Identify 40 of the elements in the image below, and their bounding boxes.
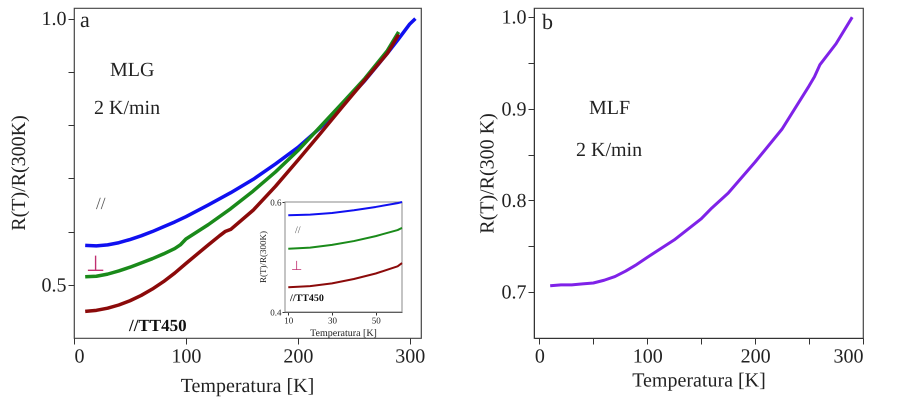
x-tick-label: 50 bbox=[372, 316, 382, 326]
series-label: ⊥ bbox=[86, 251, 105, 276]
x-tick-label: 200 bbox=[740, 346, 771, 368]
y-tick-label: 0.4 bbox=[270, 308, 282, 318]
line-series bbox=[287, 201, 403, 216]
y-axis-title: R(T)/R(300K) bbox=[258, 231, 268, 283]
annotation: 2 K/min bbox=[94, 97, 160, 119]
series-label: ⊥ bbox=[291, 258, 302, 273]
x-tick-label: 0 bbox=[534, 346, 545, 368]
y-tick-label: 0.6 bbox=[270, 198, 282, 208]
annotation: a bbox=[80, 7, 90, 32]
x-tick-label: 30 bbox=[328, 316, 338, 326]
y-tick-label: 1.0 bbox=[42, 8, 66, 30]
y-tick-label: 0.8 bbox=[502, 190, 526, 212]
series-label: //TT450 bbox=[289, 293, 324, 304]
x-tick-label: 0 bbox=[74, 346, 84, 368]
line-series bbox=[287, 226, 403, 250]
x-axis-title: Temperatura [K] bbox=[310, 328, 377, 339]
y-tick-label: 0.7 bbox=[502, 282, 526, 304]
y-axis-title: R(T)/R(300 K) bbox=[476, 113, 498, 234]
x-axis-title: Temperatura [K] bbox=[180, 375, 314, 397]
y-tick-label: 0.5 bbox=[42, 274, 66, 296]
series-label: // bbox=[295, 225, 301, 236]
x-tick-label: 300 bbox=[395, 346, 426, 368]
x-tick-label: 10 bbox=[284, 316, 294, 326]
y-tick-label: 0.9 bbox=[502, 98, 526, 120]
annotation: 2 K/min bbox=[576, 139, 642, 161]
series-label: // bbox=[96, 194, 106, 213]
line-series bbox=[287, 262, 403, 288]
x-tick-label: 200 bbox=[283, 346, 314, 368]
y-axis-title: R(T)/R(300K) bbox=[8, 115, 30, 231]
annotation: MLG bbox=[110, 59, 154, 81]
x-tick-label: 100 bbox=[171, 346, 202, 368]
x-tick-label: 100 bbox=[632, 346, 663, 368]
annotation: b bbox=[542, 9, 553, 34]
y-tick-label: 1.0 bbox=[502, 6, 526, 29]
annotation: MLF bbox=[589, 97, 630, 119]
x-tick-label: 300 bbox=[834, 346, 864, 368]
series-label: //TT450 bbox=[128, 316, 187, 335]
x-axis-title: Temperatura [K] bbox=[632, 370, 766, 392]
